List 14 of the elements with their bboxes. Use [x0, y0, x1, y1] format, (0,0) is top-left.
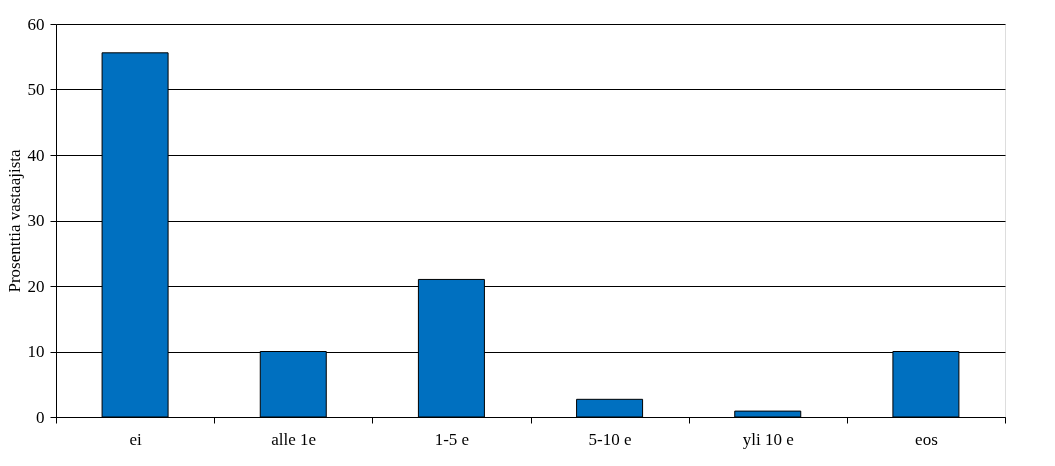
y-tick-label: 30	[27, 211, 45, 230]
y-tick-label: 60	[27, 14, 45, 34]
y-tick-label: 10	[27, 342, 45, 361]
x-tick-label: ei	[129, 429, 142, 449]
x-tick-label: 1-5 e	[434, 429, 470, 449]
y-tick-label: 40	[27, 145, 45, 165]
y-tick-label: 50	[27, 80, 45, 99]
y-tick-label: 0	[36, 407, 45, 427]
y-axis-title: Prosenttia vastaajista	[4, 149, 24, 293]
x-tick-label: alle 1e	[271, 429, 317, 449]
x-tick-label: eos	[915, 429, 938, 449]
x-tick-label: 5-10 e	[588, 429, 632, 449]
x-tick-label: yli 10 e	[742, 429, 794, 449]
y-tick-label: 20	[27, 276, 45, 296]
